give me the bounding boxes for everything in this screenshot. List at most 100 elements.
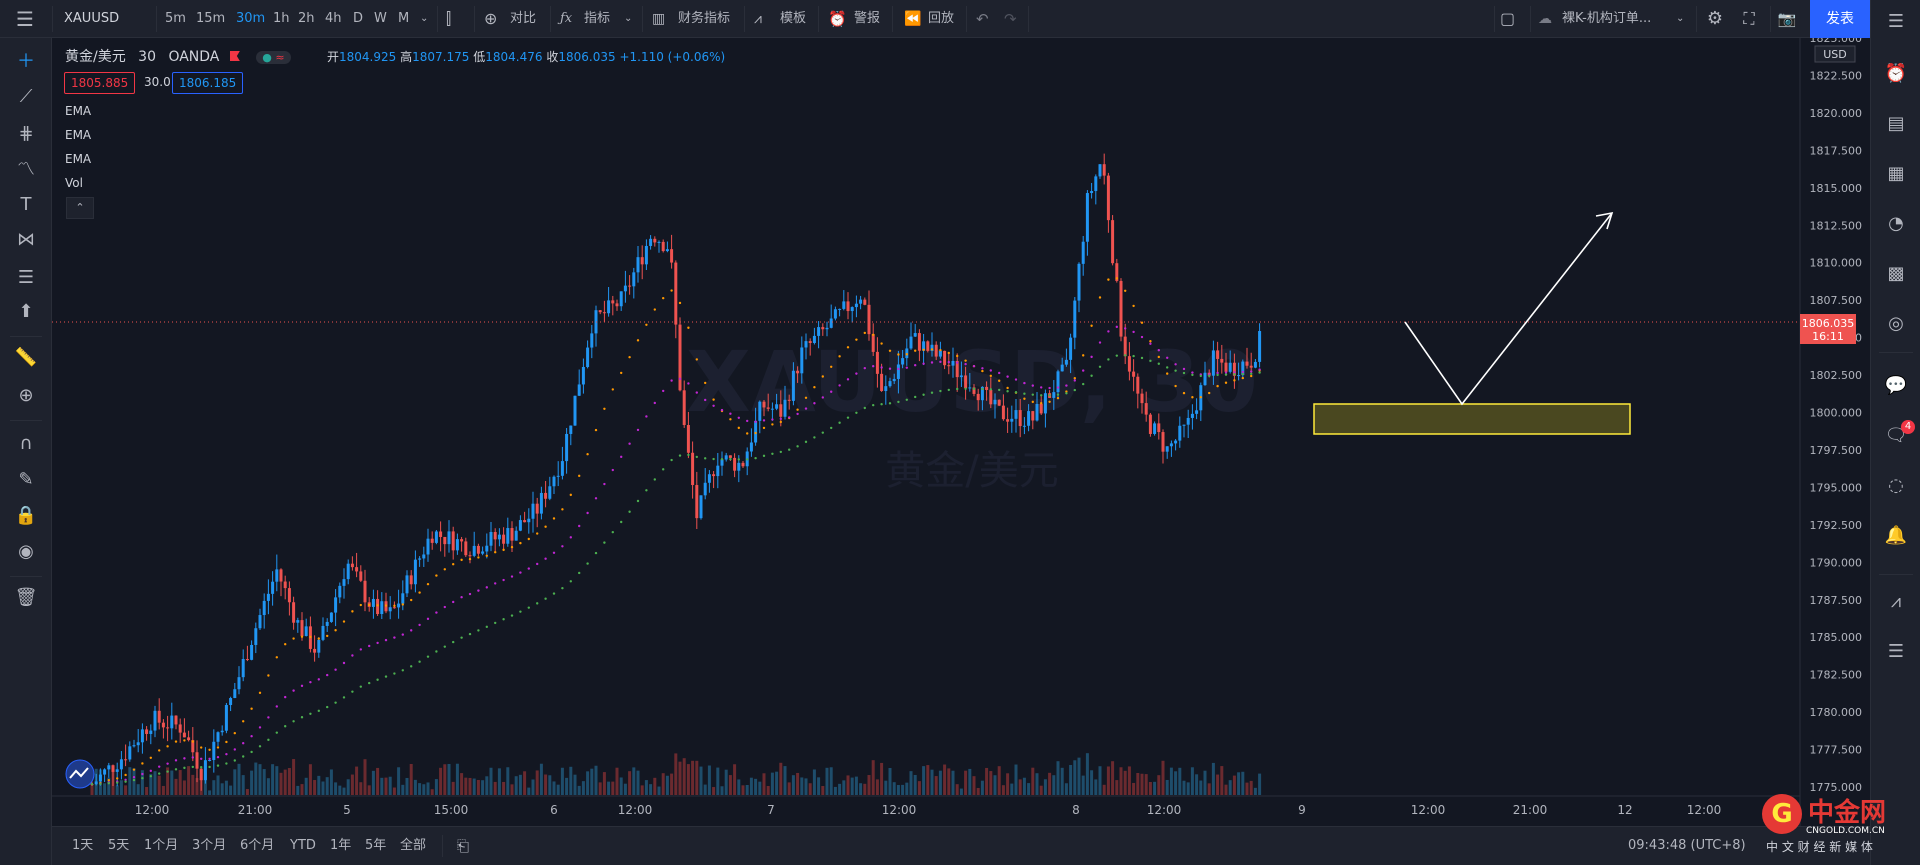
range-3m[interactable]: 3个月	[192, 838, 227, 853]
bar-chart-icon[interactable]: ▥	[652, 11, 666, 27]
timeframe-m[interactable]: M	[398, 11, 410, 26]
symbol-search[interactable]: XAUUSD	[64, 11, 120, 26]
range-1d[interactable]: 1天	[72, 838, 94, 853]
publish-button[interactable]: 发表	[1810, 0, 1870, 38]
calendar-icon[interactable]: ▩	[1887, 263, 1905, 284]
candle-body	[607, 300, 611, 314]
candle-body	[405, 575, 409, 594]
text-icon[interactable]: T	[20, 194, 32, 215]
layout-name[interactable]: 裸K-机构订单...	[1562, 11, 1652, 26]
timeframe-4h[interactable]: 4h	[325, 11, 342, 26]
range-1m[interactable]: 1个月	[144, 838, 179, 853]
arrow-up-icon[interactable]: ⬆	[18, 301, 34, 322]
price-axis[interactable]	[1800, 38, 1870, 826]
chevron-down-icon[interactable]: ⌄	[420, 13, 429, 24]
undo-icon[interactable]: ↶	[976, 10, 989, 28]
chat-icon[interactable]: 💬	[1884, 375, 1908, 396]
collapse-legend-button[interactable]: ⌃	[66, 197, 94, 219]
clock-time[interactable]: 09:43:48 (UTC+8)	[1628, 838, 1746, 853]
redo-icon[interactable]: ↷	[1004, 10, 1017, 28]
range-all[interactable]: 全部	[400, 838, 427, 853]
replay-icon[interactable]: ⏪	[904, 11, 922, 27]
volume-bar	[1022, 777, 1026, 795]
indicators-icon[interactable]: ƒx	[560, 11, 573, 26]
indicator-ema-3[interactable]: EMA	[65, 152, 92, 166]
crosshair-icon[interactable]: ＋	[17, 51, 35, 72]
volume-bar	[1001, 785, 1005, 795]
ema-dot	[872, 333, 875, 337]
timeframe-30m[interactable]: 30m	[236, 11, 266, 26]
volume-bar	[880, 762, 884, 795]
fullscreen-layout-icon[interactable]: ▢	[1500, 9, 1516, 28]
range-5y[interactable]: 5年	[365, 838, 387, 853]
ruler-icon[interactable]: 📏	[14, 347, 38, 368]
timeframe-5m[interactable]: 5m	[165, 11, 186, 26]
camera-icon[interactable]: 📷	[1777, 10, 1797, 28]
legend-title[interactable]: 黄金/美元	[65, 49, 126, 65]
projection-path[interactable]	[1404, 212, 1613, 406]
chevron-down-icon[interactable]: ⌄	[624, 13, 633, 24]
chevron-down-icon[interactable]: ⌄	[1676, 13, 1685, 24]
indicator-ema-1[interactable]: EMA	[65, 104, 92, 118]
compare-icon[interactable]: ⊕	[484, 9, 498, 28]
pencil-lock-icon[interactable]: ✎	[18, 469, 34, 490]
trend-line-icon[interactable]: ⟋	[19, 86, 33, 107]
timeframe-d[interactable]: D	[353, 11, 364, 26]
lock-icon[interactable]: 🔒	[14, 505, 38, 526]
alarm-clock-icon[interactable]: ⏰	[1884, 63, 1908, 84]
indicator-ema-2[interactable]: EMA	[65, 128, 92, 142]
candle-style-icon[interactable]: ⫿	[446, 9, 452, 28]
menu-icon[interactable]: ☰	[16, 7, 34, 31]
volume-bar	[1165, 779, 1169, 795]
timeframe-1h[interactable]: 1h	[273, 11, 290, 26]
alarm-clock-icon[interactable]: ⏰	[828, 10, 847, 28]
range-ytd[interactable]: YTD	[290, 838, 316, 853]
eye-icon[interactable]: ◉	[18, 541, 34, 562]
replay-button[interactable]: 回放	[928, 11, 955, 26]
expand-icon[interactable]: ⛶	[1743, 9, 1755, 28]
indicators-button[interactable]: 指标	[584, 11, 611, 26]
currency-selector[interactable]	[1814, 45, 1856, 63]
broadcast-icon[interactable]: ◌	[1888, 475, 1904, 496]
xabcd-pattern-icon[interactable]: ⋈	[17, 229, 35, 250]
news-icon[interactable]: ▤	[1887, 113, 1905, 134]
trading-icon[interactable]: ⩘	[1890, 591, 1902, 612]
data-window-icon[interactable]: ▦	[1887, 163, 1905, 184]
timeframe-w[interactable]: W	[374, 11, 387, 26]
timeframe-2h[interactable]: 2h	[298, 11, 315, 26]
financials-button[interactable]: 财务指标	[678, 11, 731, 26]
prediction-icon[interactable]: ☰	[17, 267, 35, 288]
candle-body	[623, 285, 627, 292]
gear-icon[interactable]: ⚙	[1706, 8, 1724, 29]
range-6m[interactable]: 6个月	[240, 838, 275, 853]
zoom-icon[interactable]: ⊕	[18, 385, 34, 406]
pitchfork-icon[interactable]: ⋕	[18, 123, 34, 144]
price-chart[interactable]: XAUUSD, 30 黄金/美元 1825.000 1822.500 1820.00…	[52, 38, 1870, 826]
hotlist-icon[interactable]: ◔	[1888, 213, 1904, 234]
ideas-icon[interactable]: ◎	[1888, 313, 1904, 334]
magnet-icon[interactable]: ∩	[19, 433, 33, 454]
ema-dot	[704, 398, 707, 402]
ema-dot	[1149, 359, 1152, 363]
menu-dots-icon[interactable]: ☰	[1887, 641, 1905, 662]
templates-icon[interactable]: ⩘	[754, 11, 762, 27]
watchlist-icon[interactable]: ☰	[1887, 11, 1905, 32]
alert-button[interactable]: 警报	[854, 11, 881, 26]
goto-date-icon[interactable]: ⎗	[457, 837, 470, 855]
market-status-icon[interactable]: ● ≈	[256, 51, 291, 64]
compare-button[interactable]: 对比	[510, 11, 537, 26]
flag-icon[interactable]	[229, 51, 240, 61]
sell-price-button[interactable]: 1805.885	[64, 72, 136, 94]
range-1y[interactable]: 1年	[330, 838, 352, 853]
close-value: 1806.035	[558, 50, 616, 64]
templates-button[interactable]: 模板	[780, 11, 807, 26]
timeframe-15m[interactable]: 15m	[196, 11, 226, 26]
buy-price-button[interactable]: 1806.185	[172, 72, 244, 94]
demand-zone-rectangle[interactable]	[1313, 403, 1631, 435]
pattern-icon[interactable]: 〽	[17, 159, 35, 180]
indicator-vol[interactable]: Vol	[65, 176, 83, 190]
bell-icon[interactable]: 🔔	[1884, 525, 1908, 546]
trash-icon[interactable]: 🗑	[14, 587, 38, 608]
cloud-icon[interactable]: ☁	[1538, 11, 1552, 27]
range-5d[interactable]: 5天	[108, 838, 130, 853]
